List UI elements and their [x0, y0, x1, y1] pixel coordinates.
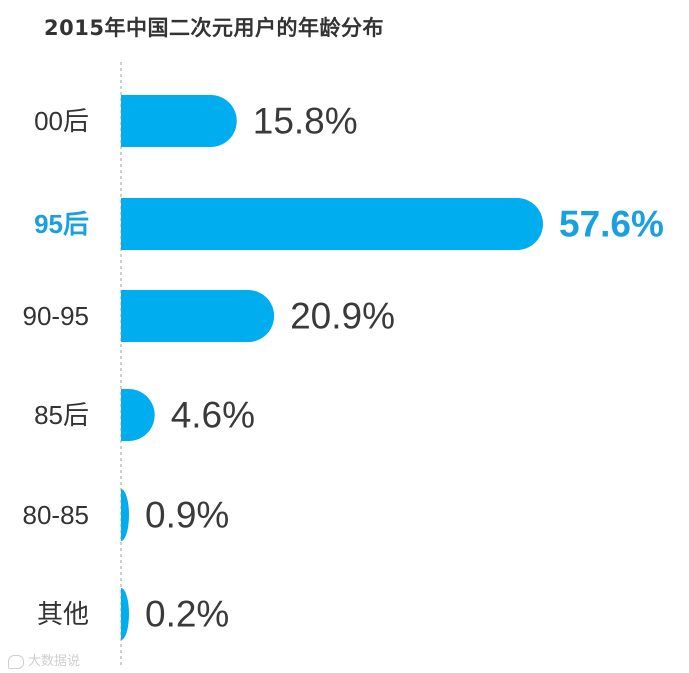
bar-2 [121, 290, 275, 342]
value-label: 20.9% [290, 296, 395, 337]
watermark-text: 大数据说 [28, 654, 81, 669]
bar-3 [121, 389, 155, 441]
value-label: 0.9% [145, 495, 229, 536]
category-label: 00后 [34, 106, 89, 136]
watermark-logo-icon [8, 654, 24, 669]
chart-title: 2015年中国二次元用户的年龄分布 [44, 16, 384, 40]
value-label: 57.6% [559, 204, 664, 245]
bar-4 [121, 489, 129, 541]
category-label: 95后 [34, 209, 89, 239]
value-label: 4.6% [171, 395, 255, 436]
category-label: 其他 [37, 599, 89, 629]
bar-5 [121, 588, 129, 640]
category-label: 85后 [34, 400, 89, 430]
category-label: 80-85 [23, 500, 90, 530]
value-label: 0.2% [145, 594, 229, 635]
bar-1 [121, 198, 543, 250]
bar-0 [121, 95, 237, 147]
watermark: 大数据说 [8, 650, 80, 669]
category-label: 90-95 [23, 301, 90, 331]
value-label: 15.8% [253, 101, 358, 142]
